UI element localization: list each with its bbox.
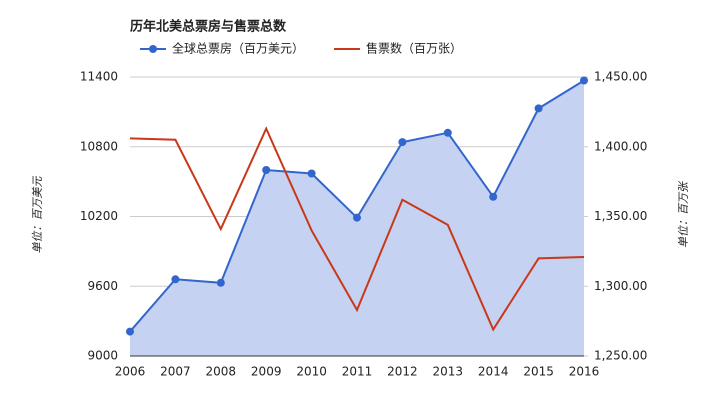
legend-label: 售票数（百万张） [366,41,462,56]
point [126,327,134,336]
x-tick-label: 2008 [206,365,237,379]
legend-marker [149,45,157,53]
x-tick-label: 2010 [296,365,327,379]
x-tick-label: 2014 [478,365,509,379]
y2-tick-label: 1,350.00 [594,209,647,223]
x-tick-label: 2012 [387,365,418,379]
legend-label: 全球总票房（百万美元） [172,41,304,56]
y2-axis-title: 单位：百万张 [677,180,690,248]
point [489,192,498,201]
point [398,138,407,147]
series-line [129,126,585,332]
y-tick-label: 9600 [87,279,118,293]
point [307,169,316,178]
y-tick-label: 9000 [87,349,118,363]
x-tick-label: 2006 [115,365,146,379]
x-tick-label: 2015 [523,365,554,379]
point [353,213,361,222]
point [262,166,271,174]
y-tick-label: 10800 [80,139,118,153]
y2-tick-label: 1,300.00 [594,279,647,293]
point [580,76,588,85]
y2-tick-label: 1,450.00 [594,70,647,84]
y2-tick-label: 1,400.00 [594,139,647,153]
point [443,128,452,137]
y-axis-title: 单位：百万美元 [31,176,44,254]
y2-tick-label: 1,250.00 [594,349,647,363]
x-tick-label: 2009 [251,365,282,379]
x-tick-label: 2016 [569,365,600,379]
x-tick-label: 2007 [160,365,191,379]
y-tick-label: 11400 [80,70,118,84]
x-tick-label: 2013 [433,365,464,379]
chart-title: 历年北美总票房与售票总数 [130,19,287,35]
point [534,104,543,113]
point [216,278,225,287]
point [171,275,180,284]
x-tick-label: 2011 [342,365,373,379]
y-tick-label: 10200 [80,209,118,223]
